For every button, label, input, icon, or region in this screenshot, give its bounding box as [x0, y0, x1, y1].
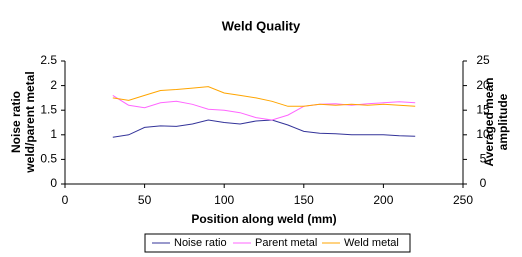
x-tick-label: 250: [453, 193, 473, 207]
x-axis-label: Position along weld (mm): [191, 212, 336, 226]
y2-tick-label: 5: [480, 152, 487, 166]
y2-axis-label-line: Averaged mean: [482, 78, 496, 167]
y-tick-label: 0.5: [40, 152, 57, 166]
legend-box: [144, 233, 411, 253]
legend-label: Noise ratio: [174, 237, 227, 249]
y2-tick-label: 0: [480, 176, 487, 190]
y-tick-label: 2: [50, 78, 57, 92]
series-line: [112, 94, 416, 121]
y-tick-label: 1.5: [40, 102, 57, 116]
y2-axis-label-line: amplitude: [496, 93, 510, 150]
legend-label: Parent metal: [255, 237, 317, 249]
y2-axis-label: Averaged mean amplitude: [482, 78, 510, 167]
x-tick-label: 0: [62, 193, 69, 207]
legend-label: Weld metal: [344, 237, 399, 249]
x-tick-label: 100: [214, 193, 234, 207]
y-tick-label: 2.5: [40, 53, 57, 67]
y-tick-label: 0: [50, 176, 57, 190]
y-axis-label: Noise ratio weld/parent metal: [9, 71, 37, 173]
series-line: [112, 86, 416, 107]
y-tick-label: 1: [50, 127, 57, 141]
y2-tick-label: 15: [476, 102, 490, 116]
x-tick-label: 200: [373, 193, 393, 207]
y2-tick-label: 20: [476, 78, 490, 92]
x-tick-label: 150: [294, 193, 314, 207]
y2-tick-label: 25: [476, 53, 490, 67]
series-line: [112, 119, 416, 138]
y-axis-label-line: Noise ratio: [9, 91, 23, 153]
x-tick-label: 50: [138, 193, 152, 207]
chart-title: Weld Quality: [222, 18, 301, 33]
y-axis-label-line: weld/parent metal: [23, 71, 37, 173]
y2-tick-label: 10: [476, 127, 490, 141]
